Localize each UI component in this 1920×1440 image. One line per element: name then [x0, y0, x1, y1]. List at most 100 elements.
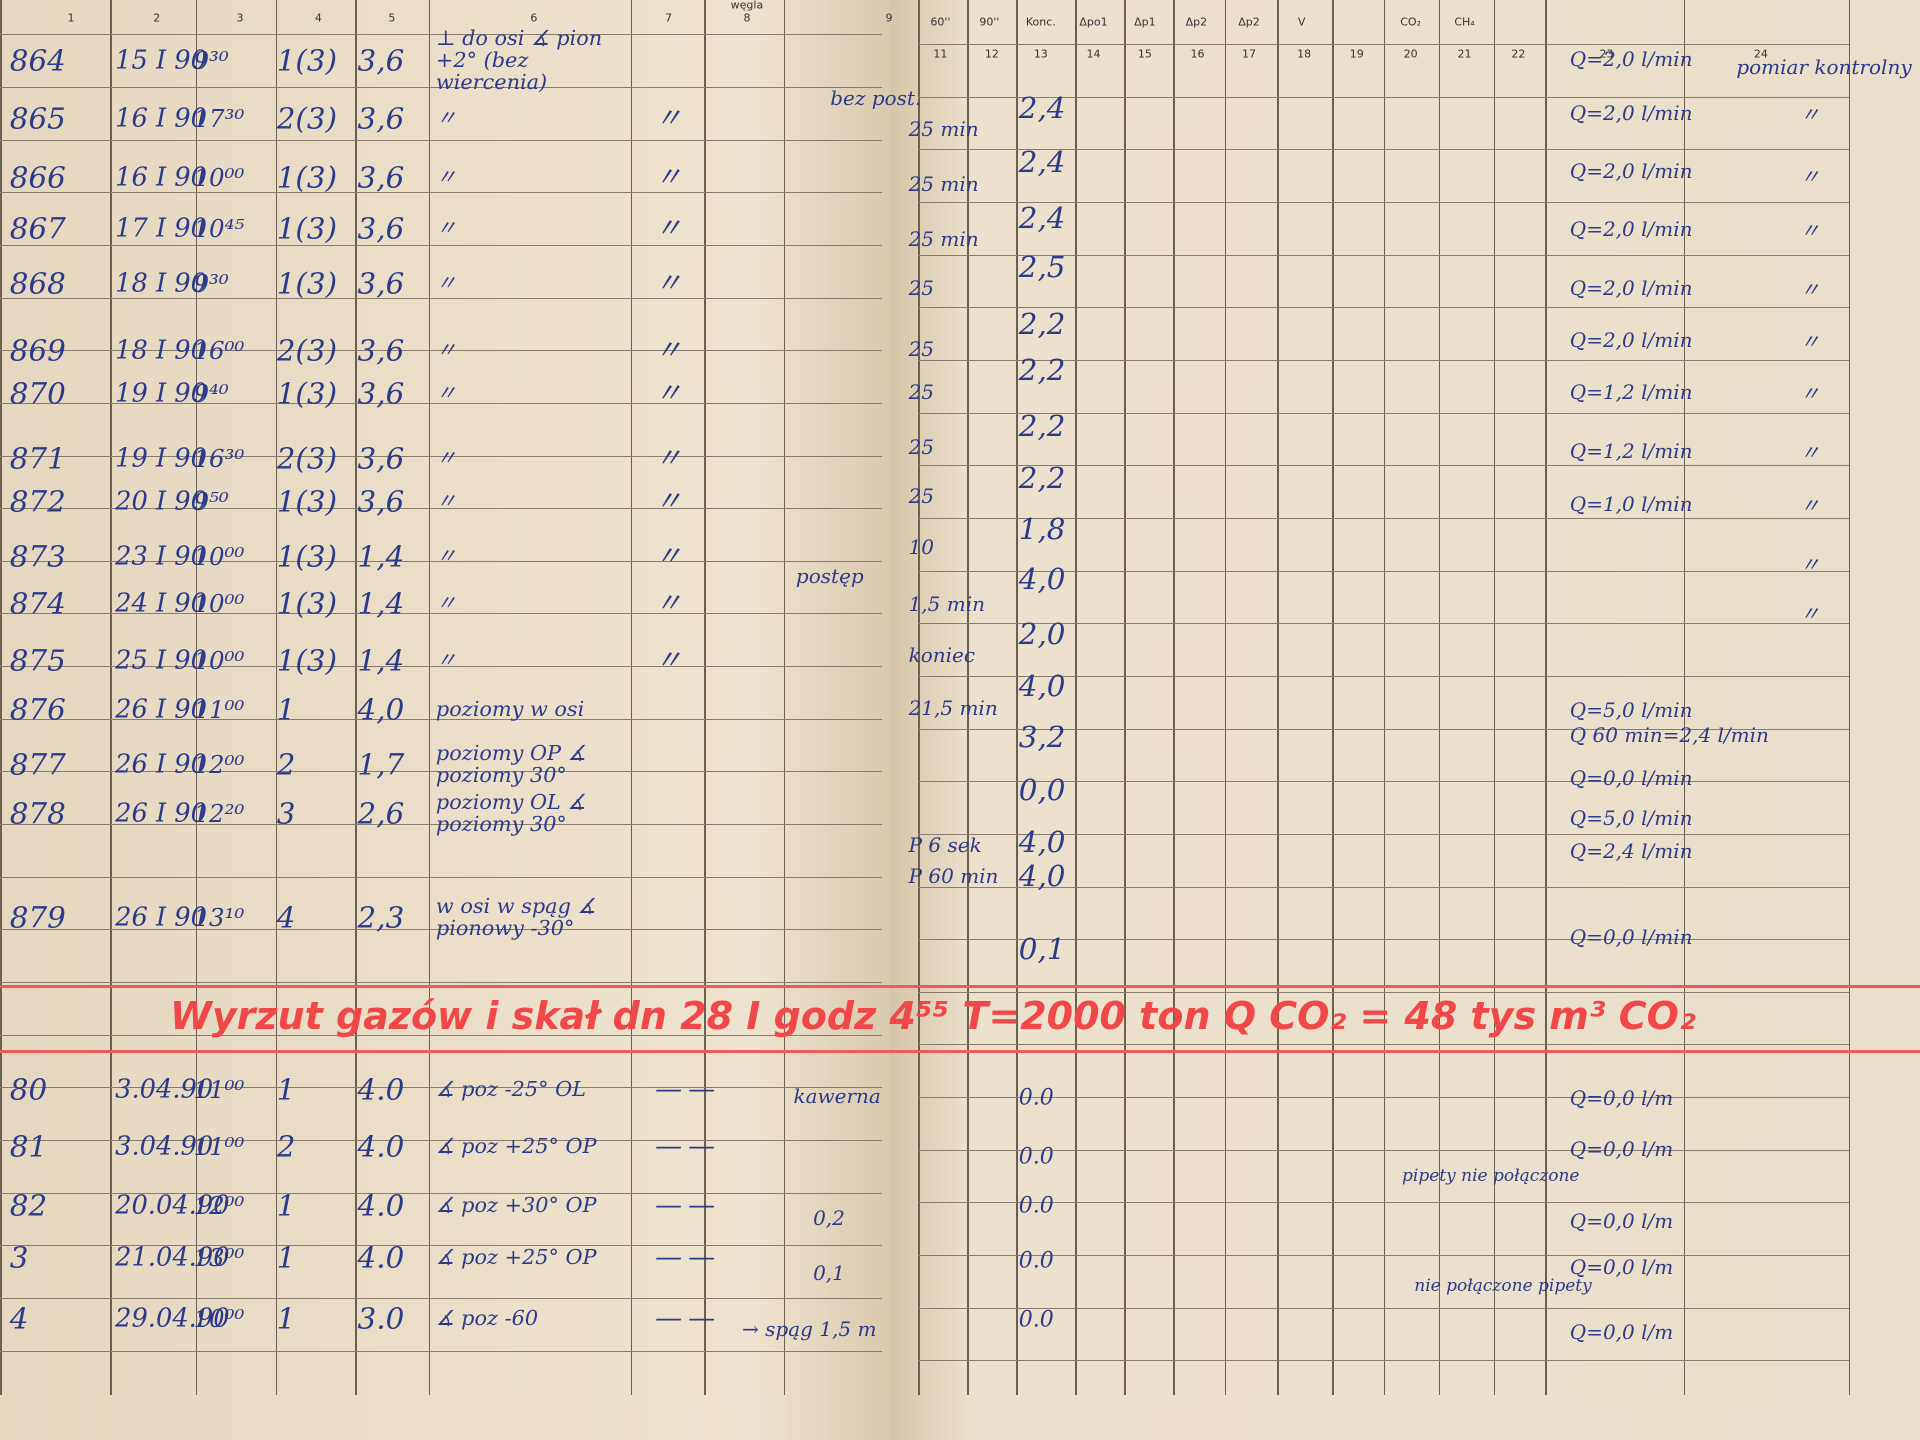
red-band — [0, 985, 1920, 1053]
cell-no: 877 — [9, 747, 66, 782]
flow: Q=2,4 l/min — [1569, 839, 1693, 864]
margin-note: bez post. — [830, 85, 922, 110]
cell-time: 10⁰⁰ — [193, 646, 245, 676]
cell-hole: 3 — [276, 796, 296, 831]
flow: Q=2,0 l/min — [1569, 46, 1693, 71]
cell-date: 20 I 90 — [115, 486, 208, 517]
row-rule — [918, 833, 1849, 835]
concentration: 0.0 — [1018, 1248, 1054, 1274]
time-note: 21,5 min — [908, 695, 998, 720]
cell-date: 29.04.90 — [115, 1303, 230, 1334]
row-rule — [0, 350, 882, 352]
flow: Q=0,0 l/m — [1569, 1320, 1674, 1345]
column-number: 15 — [1137, 47, 1152, 61]
column-number: 1 — [67, 11, 75, 25]
cell-angle: 〃 — [435, 489, 457, 514]
cell-depth: 3,6 — [357, 101, 405, 136]
row-rule — [0, 876, 882, 878]
row-rule — [918, 149, 1849, 151]
row-rule — [918, 1307, 1849, 1309]
cell-angle: 〃 — [435, 105, 457, 130]
flow: Q=0,0 l/m — [1569, 1136, 1674, 1161]
concentration: 2,2 — [1018, 307, 1066, 342]
cell-hole: 4 — [276, 900, 296, 935]
cell-hole: 1(3) — [276, 484, 338, 519]
cell-hole: 1 — [276, 1240, 296, 1275]
row-rule — [0, 402, 882, 404]
flow: Q=0,0 l/m — [1569, 1208, 1674, 1233]
concentration: 0.0 — [1018, 1085, 1054, 1111]
row-rule — [0, 771, 882, 773]
cell-hole: 1(3) — [276, 211, 338, 246]
cell-hole: 1 — [276, 1188, 296, 1223]
column-rule — [918, 0, 920, 1395]
concentration: 0.0 — [1018, 1307, 1054, 1333]
cell-depth: 1,7 — [357, 747, 405, 782]
remark: 〃 — [1800, 493, 1820, 518]
flow: Q=0,0 l/m — [1569, 1255, 1674, 1280]
column-rule — [967, 0, 969, 1395]
column-rule — [1332, 0, 1334, 1395]
cell-time: 10⁴⁵ — [193, 214, 245, 244]
row-rule — [0, 1140, 882, 1141]
column-label: Δp1 — [1134, 15, 1156, 29]
cell-depth: 3,6 — [357, 484, 405, 519]
row-rule — [0, 455, 882, 457]
row-rule — [918, 781, 1849, 783]
cell-no: 81 — [9, 1129, 48, 1164]
cell-no: 870 — [9, 376, 66, 411]
row-rule — [918, 991, 1849, 993]
column-rule — [1277, 0, 1279, 1395]
column-rule — [1075, 0, 1077, 1395]
row-rule — [0, 824, 882, 826]
cell-hole: 1 — [276, 692, 296, 727]
cell-no: 874 — [9, 586, 66, 621]
cell-time: 10⁰⁰ — [193, 588, 245, 618]
cell-depth: 3,6 — [357, 376, 405, 411]
cell-angle: 〃 — [435, 544, 457, 569]
cell-mark7: — — [655, 1073, 683, 1105]
margin-note: 0,2 — [813, 1206, 845, 1231]
cell-time: 9⁵⁰ — [193, 487, 229, 517]
cell-no: 879 — [9, 900, 66, 935]
column-label: 60'' — [930, 15, 951, 29]
cell-depth: 4.0 — [357, 1129, 405, 1164]
cell-angle: 〃 — [435, 271, 457, 296]
remark: 〃 — [1800, 329, 1820, 354]
remark: pomiar kontrolny — [1736, 55, 1912, 80]
row-rule — [0, 1350, 882, 1352]
cell-depth: 3,6 — [357, 441, 405, 476]
cell-hole: 1 — [276, 1301, 296, 1336]
cell-no: 865 — [9, 101, 66, 136]
column-number: 6 — [530, 11, 538, 25]
row-rule — [0, 666, 882, 668]
column-rule — [428, 0, 431, 1395]
row-rule — [918, 1097, 1849, 1099]
row-rule — [0, 508, 882, 510]
cell-depth: 4.0 — [357, 1188, 405, 1223]
cell-angle: 〃 — [435, 446, 457, 471]
row-rule — [0, 244, 882, 246]
column-number: 23 — [1599, 47, 1614, 61]
row-rule — [0, 34, 882, 36]
cell-time: 16³⁰ — [193, 444, 245, 474]
column-label: CO₂ — [1400, 15, 1421, 29]
column-number: 2 — [153, 11, 161, 25]
cell-hole: 1(3) — [276, 539, 338, 574]
column-rule — [1683, 0, 1686, 1395]
cell-angle: 〃 — [435, 216, 457, 241]
concentration: 2,4 — [1018, 144, 1066, 179]
cell-date: 15 I 90 — [115, 45, 208, 76]
cell-time: 9⁴⁰ — [193, 379, 229, 409]
flow: Q=1,2 l/min — [1569, 379, 1693, 404]
cell-no: 80 — [9, 1072, 48, 1107]
margin-note: → spąg 1,5 m — [742, 1316, 877, 1341]
row-rule — [918, 675, 1849, 677]
time-note: 25 — [908, 483, 935, 508]
column-number: 22 — [1511, 47, 1526, 61]
flow: Q=2,0 l/min — [1569, 100, 1693, 125]
column-rule — [1493, 0, 1496, 1395]
cell-mark7: — — [655, 1241, 683, 1273]
cell-angle: ⊥ do osi ∡ pion +2° (bez wiercenia) — [435, 26, 603, 95]
cell-depth: 3,6 — [357, 43, 405, 78]
